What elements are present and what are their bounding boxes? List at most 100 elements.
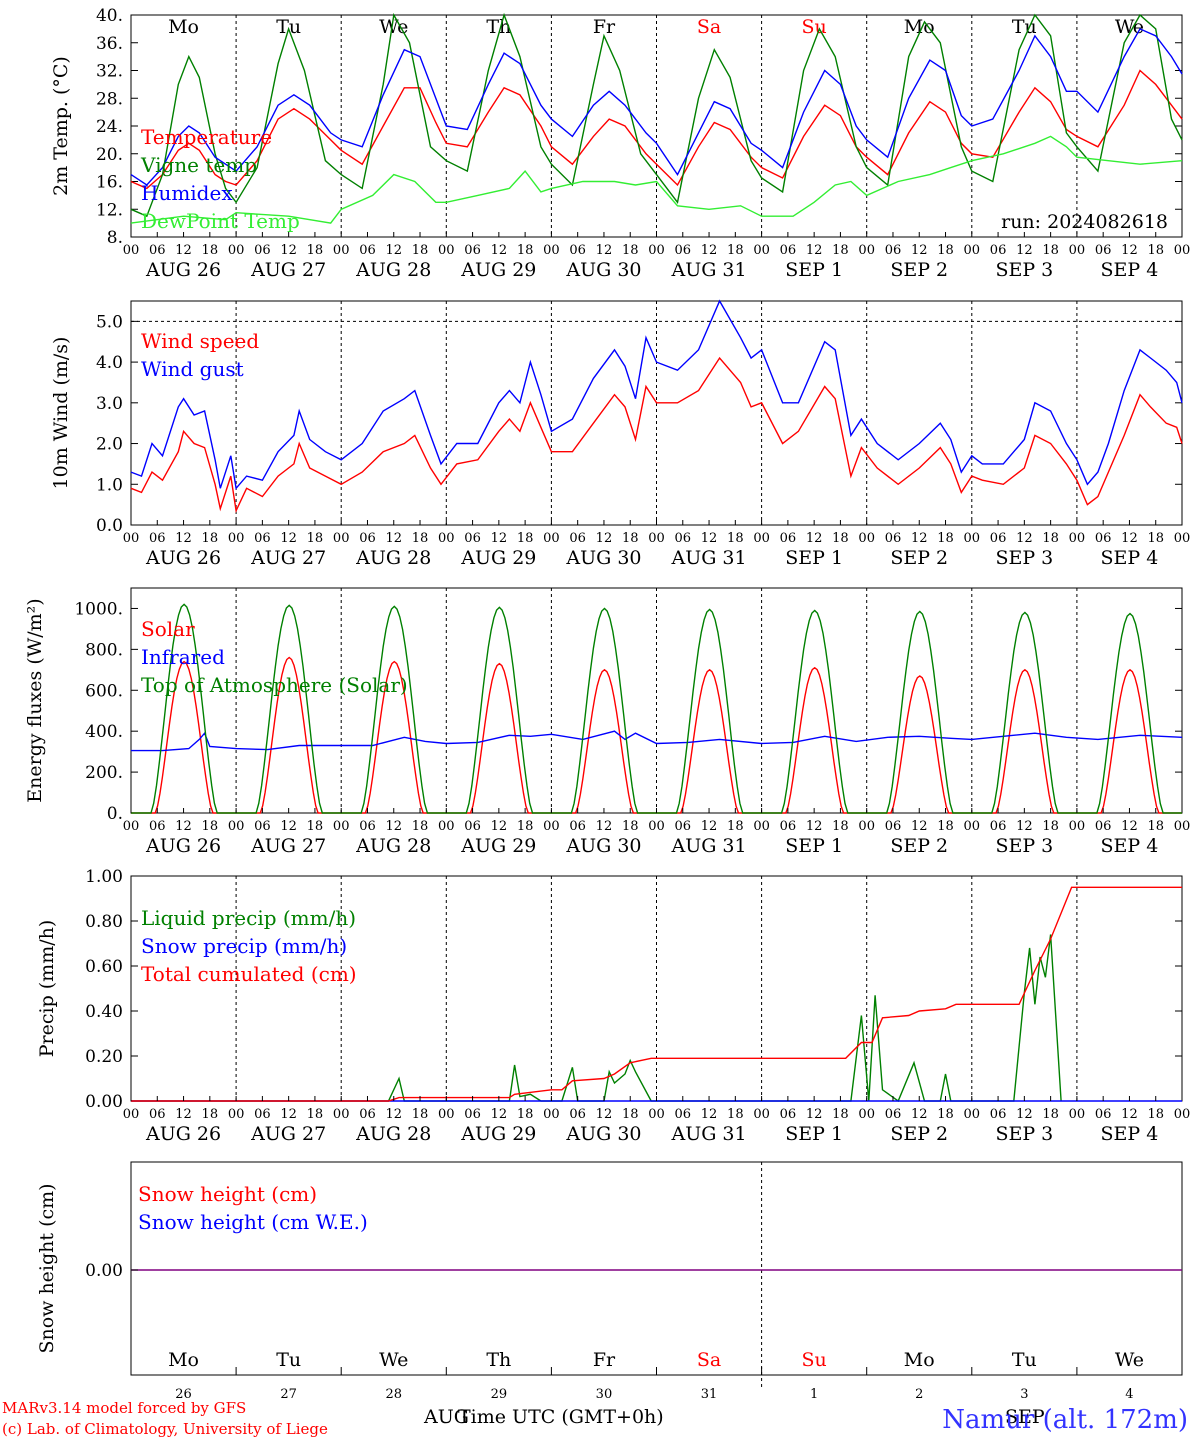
series-line-red xyxy=(131,886,1182,1102)
day-number: 28 xyxy=(385,1387,402,1402)
weekday-label: Tu xyxy=(276,16,301,38)
y-tick-label: 36. xyxy=(96,34,123,54)
series-line-red xyxy=(130,356,1183,514)
y-tick-label: 0.60 xyxy=(85,957,123,977)
hour-tick-label: 18 xyxy=(517,1107,534,1122)
hour-tick-label: 18 xyxy=(622,243,639,258)
hour-tick-label: 00 xyxy=(123,243,140,258)
hour-tick-label: 00 xyxy=(1069,243,1086,258)
hour-tick-label: 12 xyxy=(701,531,718,546)
hour-tick-label: 06 xyxy=(254,531,271,546)
panel-frame-2 xyxy=(130,587,1183,814)
y-tick-label: 1.00 xyxy=(85,867,123,887)
date-label: SEP 2 xyxy=(890,1123,948,1145)
hour-tick-label: 06 xyxy=(780,819,797,834)
hour-tick-label: 06 xyxy=(780,243,797,258)
hour-tick-label: 18 xyxy=(832,819,849,834)
date-label: AUG 28 xyxy=(355,259,431,281)
hour-tick-label: 18 xyxy=(307,531,324,546)
y-tick-label: 0.0 xyxy=(96,516,123,536)
hour-tick-label: 12 xyxy=(806,531,823,546)
hour-tick-label: 12 xyxy=(1121,1107,1138,1122)
hour-tick-label: 18 xyxy=(412,243,429,258)
date-label: AUG 26 xyxy=(145,547,221,569)
hour-tick-label: 18 xyxy=(517,531,534,546)
hour-tick-label: 00 xyxy=(123,1107,140,1122)
hour-tick-label: 06 xyxy=(990,531,1007,546)
hour-tick-label: 18 xyxy=(1147,243,1164,258)
weekday-label: Su xyxy=(802,16,827,38)
hour-tick-label: 06 xyxy=(780,531,797,546)
hour-tick-label: 00 xyxy=(543,531,560,546)
hour-tick-label: 18 xyxy=(622,531,639,546)
hour-tick-label: 00 xyxy=(1069,1107,1086,1122)
date-label: SEP 4 xyxy=(1101,1123,1159,1145)
weekday-label: We xyxy=(1115,1349,1144,1371)
hour-tick-label: 18 xyxy=(727,243,744,258)
day-number: 29 xyxy=(491,1387,508,1402)
date-label: SEP 3 xyxy=(995,1123,1053,1145)
y-tick-label: 5.0 xyxy=(96,312,123,332)
hour-tick-label: 06 xyxy=(675,819,692,834)
hour-tick-label: 12 xyxy=(911,531,928,546)
day-number: 30 xyxy=(596,1387,613,1402)
hour-tick-label: 12 xyxy=(1016,531,1033,546)
date-label: AUG 27 xyxy=(250,835,326,857)
hour-tick-label: 12 xyxy=(701,819,718,834)
y-tick-label: 0.20 xyxy=(85,1047,123,1067)
date-label: AUG 26 xyxy=(145,1123,221,1145)
hour-tick-label: 06 xyxy=(569,819,586,834)
date-label: AUG 28 xyxy=(355,1123,431,1145)
hour-tick-label: 12 xyxy=(1121,531,1138,546)
day-number: 27 xyxy=(280,1387,297,1402)
weekday-label: Mo xyxy=(904,16,935,38)
hour-tick-label: 06 xyxy=(464,243,481,258)
weekday-label: Mo xyxy=(904,1349,935,1371)
y-tick-label: 32. xyxy=(96,62,123,82)
y-tick-label: 0.80 xyxy=(85,912,123,932)
weekday-label: Su xyxy=(802,1349,827,1371)
hour-tick-label: 06 xyxy=(885,531,902,546)
month-label-left: AUG xyxy=(423,1406,469,1428)
y-tick-label: 2.0 xyxy=(96,435,123,455)
hour-tick-label: 00 xyxy=(648,243,665,258)
date-label: AUG 29 xyxy=(460,1123,536,1145)
hour-tick-label: 06 xyxy=(149,1107,166,1122)
date-label: AUG 29 xyxy=(460,835,536,857)
hour-tick-label: 12 xyxy=(175,1107,192,1122)
legend-entry: Humidex xyxy=(141,181,233,205)
y-tick-label: 28. xyxy=(96,89,123,109)
hour-tick-label: 12 xyxy=(806,819,823,834)
hour-tick-label: 06 xyxy=(990,243,1007,258)
hour-tick-label: 18 xyxy=(622,819,639,834)
hour-tick-label: 06 xyxy=(1095,243,1112,258)
hour-tick-label: 06 xyxy=(885,819,902,834)
hour-tick-label: 18 xyxy=(412,1107,429,1122)
legend-entry: Snow height (cm) xyxy=(138,1182,317,1206)
hour-tick-label: 18 xyxy=(412,531,429,546)
y-tick-label: 1.0 xyxy=(96,475,123,495)
date-label: SEP 2 xyxy=(890,547,948,569)
hour-tick-label: 06 xyxy=(464,1107,481,1122)
hour-tick-label: 06 xyxy=(359,243,376,258)
date-label: AUG 29 xyxy=(460,547,536,569)
hour-tick-label: 18 xyxy=(937,531,954,546)
date-label: AUG 27 xyxy=(250,1123,326,1145)
hour-tick-label: 00 xyxy=(438,531,455,546)
hour-tick-label: 12 xyxy=(1016,819,1033,834)
model-credit: MARv3.14 model forced by GFS xyxy=(2,1399,246,1417)
y-tick-label: 200. xyxy=(85,763,123,783)
hour-tick-label: 00 xyxy=(438,1107,455,1122)
hour-tick-label: 00 xyxy=(964,531,981,546)
hour-tick-label: 00 xyxy=(1174,243,1191,258)
legend-entry: Top of Atmosphere (Solar) xyxy=(141,673,408,697)
hour-tick-label: 00 xyxy=(543,819,560,834)
legend-entry: Wind speed xyxy=(141,329,259,353)
hour-tick-label: 06 xyxy=(675,243,692,258)
hour-tick-label: 06 xyxy=(675,1107,692,1122)
legend-entry: Liquid precip (mm/h) xyxy=(141,906,356,930)
y-axis-label: Energy fluxes (W/m²) xyxy=(24,598,46,802)
hour-tick-label: 18 xyxy=(832,243,849,258)
hour-tick-label: 00 xyxy=(228,243,245,258)
run-annotation: run: 2024082618 xyxy=(1001,211,1168,233)
